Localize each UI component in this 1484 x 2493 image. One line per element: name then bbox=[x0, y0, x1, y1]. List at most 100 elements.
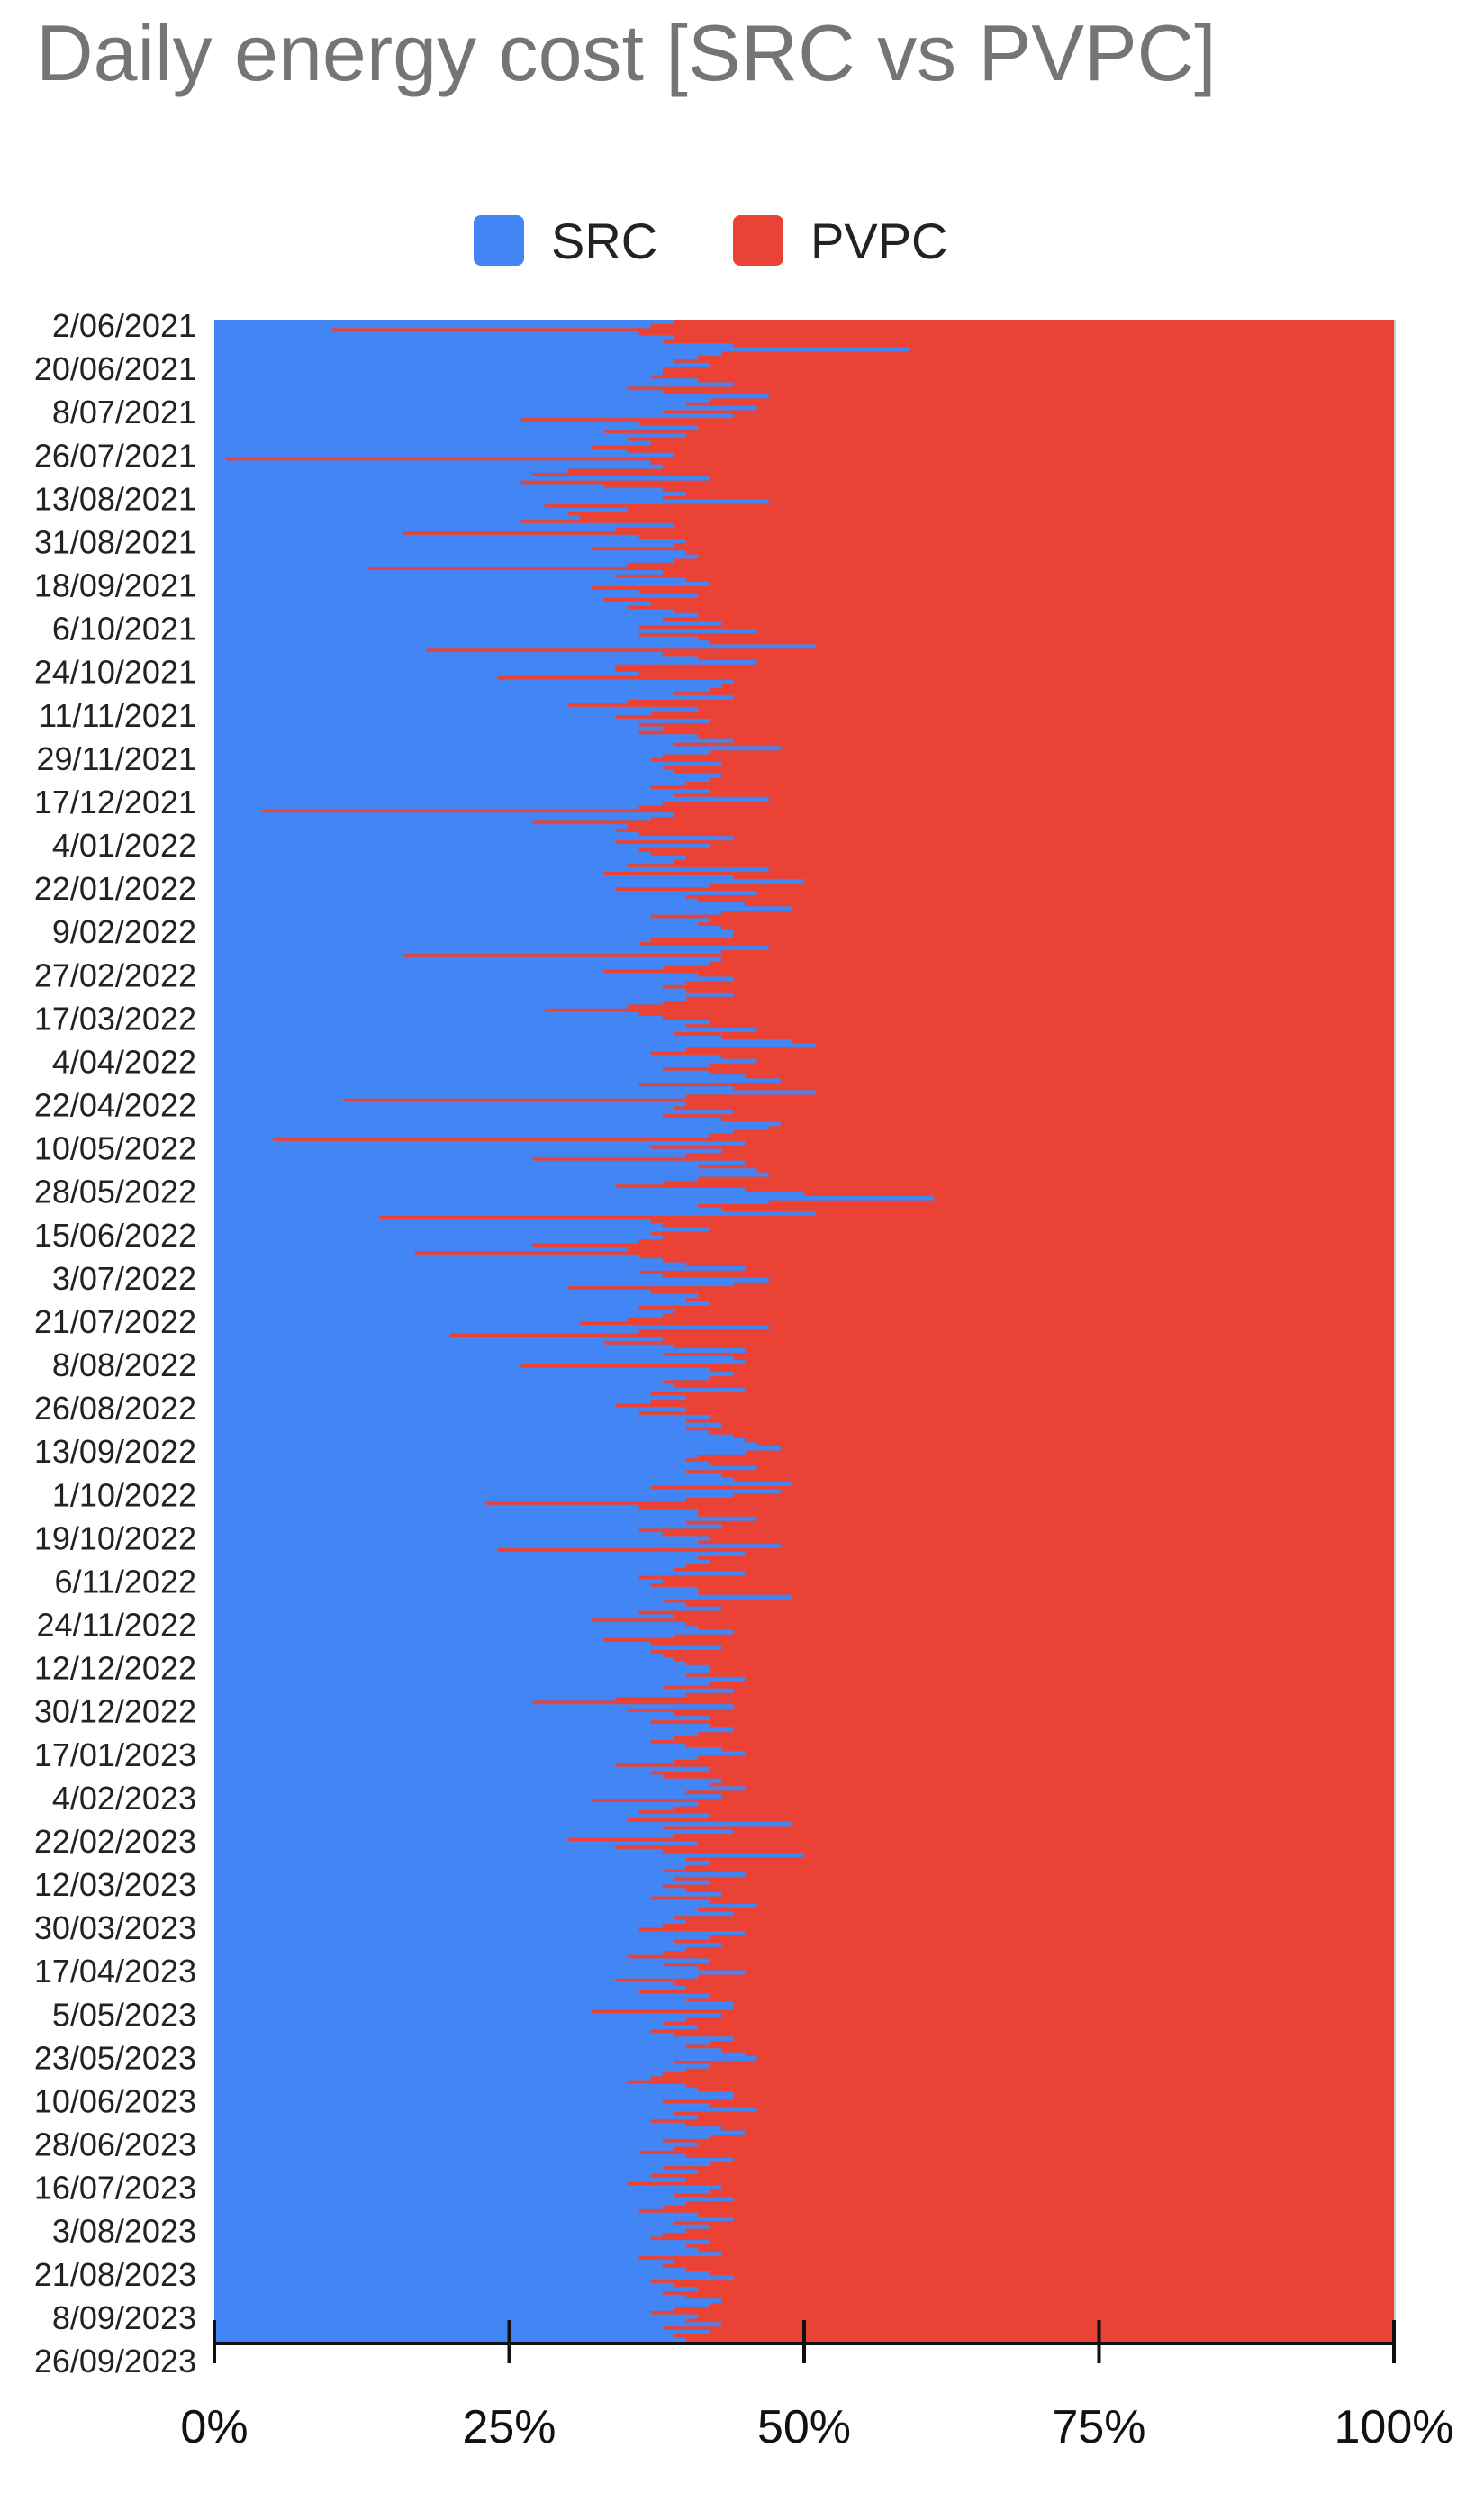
bar-src[interactable] bbox=[214, 2197, 734, 2202]
bar-src[interactable] bbox=[214, 1305, 639, 1310]
bar-src[interactable] bbox=[214, 609, 674, 614]
bar-src[interactable] bbox=[214, 1375, 710, 1381]
bar-src[interactable] bbox=[214, 527, 616, 532]
bar-src[interactable] bbox=[214, 910, 722, 915]
bar-src[interactable] bbox=[214, 1200, 769, 1204]
bar-src[interactable] bbox=[214, 769, 674, 775]
bar-src[interactable] bbox=[214, 703, 568, 708]
bar-src[interactable] bbox=[214, 1609, 639, 1615]
bar-src[interactable] bbox=[214, 933, 734, 938]
bar-src[interactable] bbox=[214, 1105, 674, 1111]
bar-src[interactable] bbox=[214, 1285, 568, 1291]
bar-src[interactable] bbox=[214, 487, 663, 493]
bar-src[interactable] bbox=[214, 2244, 686, 2249]
bar-src[interactable] bbox=[214, 1946, 686, 1952]
bar-src[interactable] bbox=[214, 421, 639, 426]
bar-src[interactable] bbox=[214, 484, 604, 489]
bar-src[interactable] bbox=[214, 1446, 781, 1451]
bar-src[interactable] bbox=[214, 2235, 651, 2241]
bar-src[interactable] bbox=[214, 593, 699, 598]
bar-src[interactable] bbox=[214, 1414, 710, 1419]
bar-src[interactable] bbox=[214, 992, 734, 997]
bar-src[interactable] bbox=[214, 1571, 746, 1576]
bar-src[interactable] bbox=[214, 1790, 686, 1795]
bar-src[interactable] bbox=[214, 2169, 699, 2174]
bar-src[interactable] bbox=[214, 1015, 663, 1020]
bar-src[interactable] bbox=[214, 2083, 686, 2089]
bar-src[interactable] bbox=[214, 1262, 686, 1267]
bar-src[interactable] bbox=[214, 1035, 722, 1040]
bar-src[interactable] bbox=[214, 1602, 686, 1608]
bar-src[interactable] bbox=[214, 890, 757, 895]
bar-src[interactable] bbox=[214, 1555, 699, 1561]
bar-src[interactable] bbox=[214, 831, 639, 837]
bar-src[interactable] bbox=[214, 1782, 710, 1787]
bar-src[interactable] bbox=[214, 1801, 699, 1807]
bar-src[interactable] bbox=[214, 1297, 686, 1302]
bar-src[interactable] bbox=[214, 1419, 686, 1424]
bar-src[interactable] bbox=[214, 1344, 674, 1349]
bar-src[interactable] bbox=[214, 1407, 686, 1412]
bar-src[interactable] bbox=[214, 2036, 734, 2042]
bar-src[interactable] bbox=[214, 1320, 581, 1326]
bar-src[interactable] bbox=[214, 761, 722, 766]
bar-src[interactable] bbox=[214, 331, 639, 336]
bar-src[interactable] bbox=[214, 429, 604, 434]
bar-src[interactable] bbox=[214, 574, 616, 579]
bar-src[interactable] bbox=[214, 726, 663, 731]
bar-src[interactable] bbox=[214, 1027, 757, 1032]
bar-src[interactable] bbox=[214, 734, 699, 739]
bar-src[interactable] bbox=[214, 2020, 663, 2026]
bar-src[interactable] bbox=[214, 965, 663, 970]
bar-src[interactable] bbox=[214, 1352, 663, 1357]
bar-src[interactable] bbox=[214, 1641, 651, 1646]
bar-src[interactable] bbox=[214, 1661, 686, 1666]
bar-src[interactable] bbox=[214, 2217, 734, 2221]
bar-src[interactable] bbox=[214, 1574, 639, 1580]
bar-src[interactable] bbox=[214, 988, 686, 993]
bar-src[interactable] bbox=[214, 2153, 686, 2159]
bar-src[interactable] bbox=[214, 1903, 757, 1908]
bar-src[interactable] bbox=[214, 417, 521, 422]
bar-src[interactable] bbox=[214, 1629, 734, 1635]
bar-src[interactable] bbox=[214, 624, 639, 630]
bar-src[interactable] bbox=[214, 1055, 722, 1060]
bar-src[interactable] bbox=[214, 1778, 722, 1783]
bar-src[interactable] bbox=[214, 1669, 710, 1674]
bar-src[interactable] bbox=[214, 1113, 663, 1119]
bar-src[interactable] bbox=[214, 2008, 593, 2014]
bar-src[interactable] bbox=[214, 1340, 604, 1346]
bar-src[interactable] bbox=[214, 323, 651, 329]
bar-src[interactable] bbox=[214, 2063, 710, 2069]
bar-src[interactable] bbox=[214, 343, 734, 348]
bar-src[interactable] bbox=[214, 851, 651, 857]
bar-src[interactable] bbox=[214, 926, 722, 931]
bar-src[interactable] bbox=[214, 656, 699, 661]
bar-src[interactable] bbox=[214, 2095, 734, 2100]
bar-src[interactable] bbox=[214, 1008, 545, 1013]
bar-src[interactable] bbox=[214, 2275, 734, 2280]
bar-src[interactable] bbox=[214, 1754, 699, 1760]
bar-src[interactable] bbox=[214, 437, 628, 442]
bar-src[interactable] bbox=[214, 320, 674, 324]
bar-src[interactable] bbox=[214, 2138, 663, 2144]
bar-src[interactable] bbox=[214, 1492, 734, 1498]
bar-src[interactable] bbox=[214, 1500, 486, 1506]
bar-src[interactable] bbox=[214, 1465, 757, 1471]
bar-src[interactable] bbox=[214, 1148, 722, 1154]
bar-src[interactable] bbox=[214, 367, 663, 372]
bar-src[interactable] bbox=[214, 1430, 710, 1436]
bar-src[interactable] bbox=[214, 350, 722, 356]
bar-src[interactable] bbox=[214, 1954, 628, 1960]
bar-src[interactable] bbox=[214, 1700, 533, 1705]
bar-src[interactable] bbox=[214, 1063, 710, 1067]
bar-src[interactable] bbox=[214, 358, 674, 364]
bar-src[interactable] bbox=[214, 1461, 710, 1466]
bar-src[interactable] bbox=[214, 1254, 639, 1259]
bar-src[interactable] bbox=[214, 515, 581, 521]
bar-src[interactable] bbox=[214, 1704, 734, 1709]
bar-src[interactable] bbox=[214, 1618, 593, 1623]
bar-src[interactable] bbox=[214, 2185, 722, 2190]
bar-src[interactable] bbox=[214, 1723, 710, 1728]
bar-src[interactable] bbox=[214, 394, 769, 399]
